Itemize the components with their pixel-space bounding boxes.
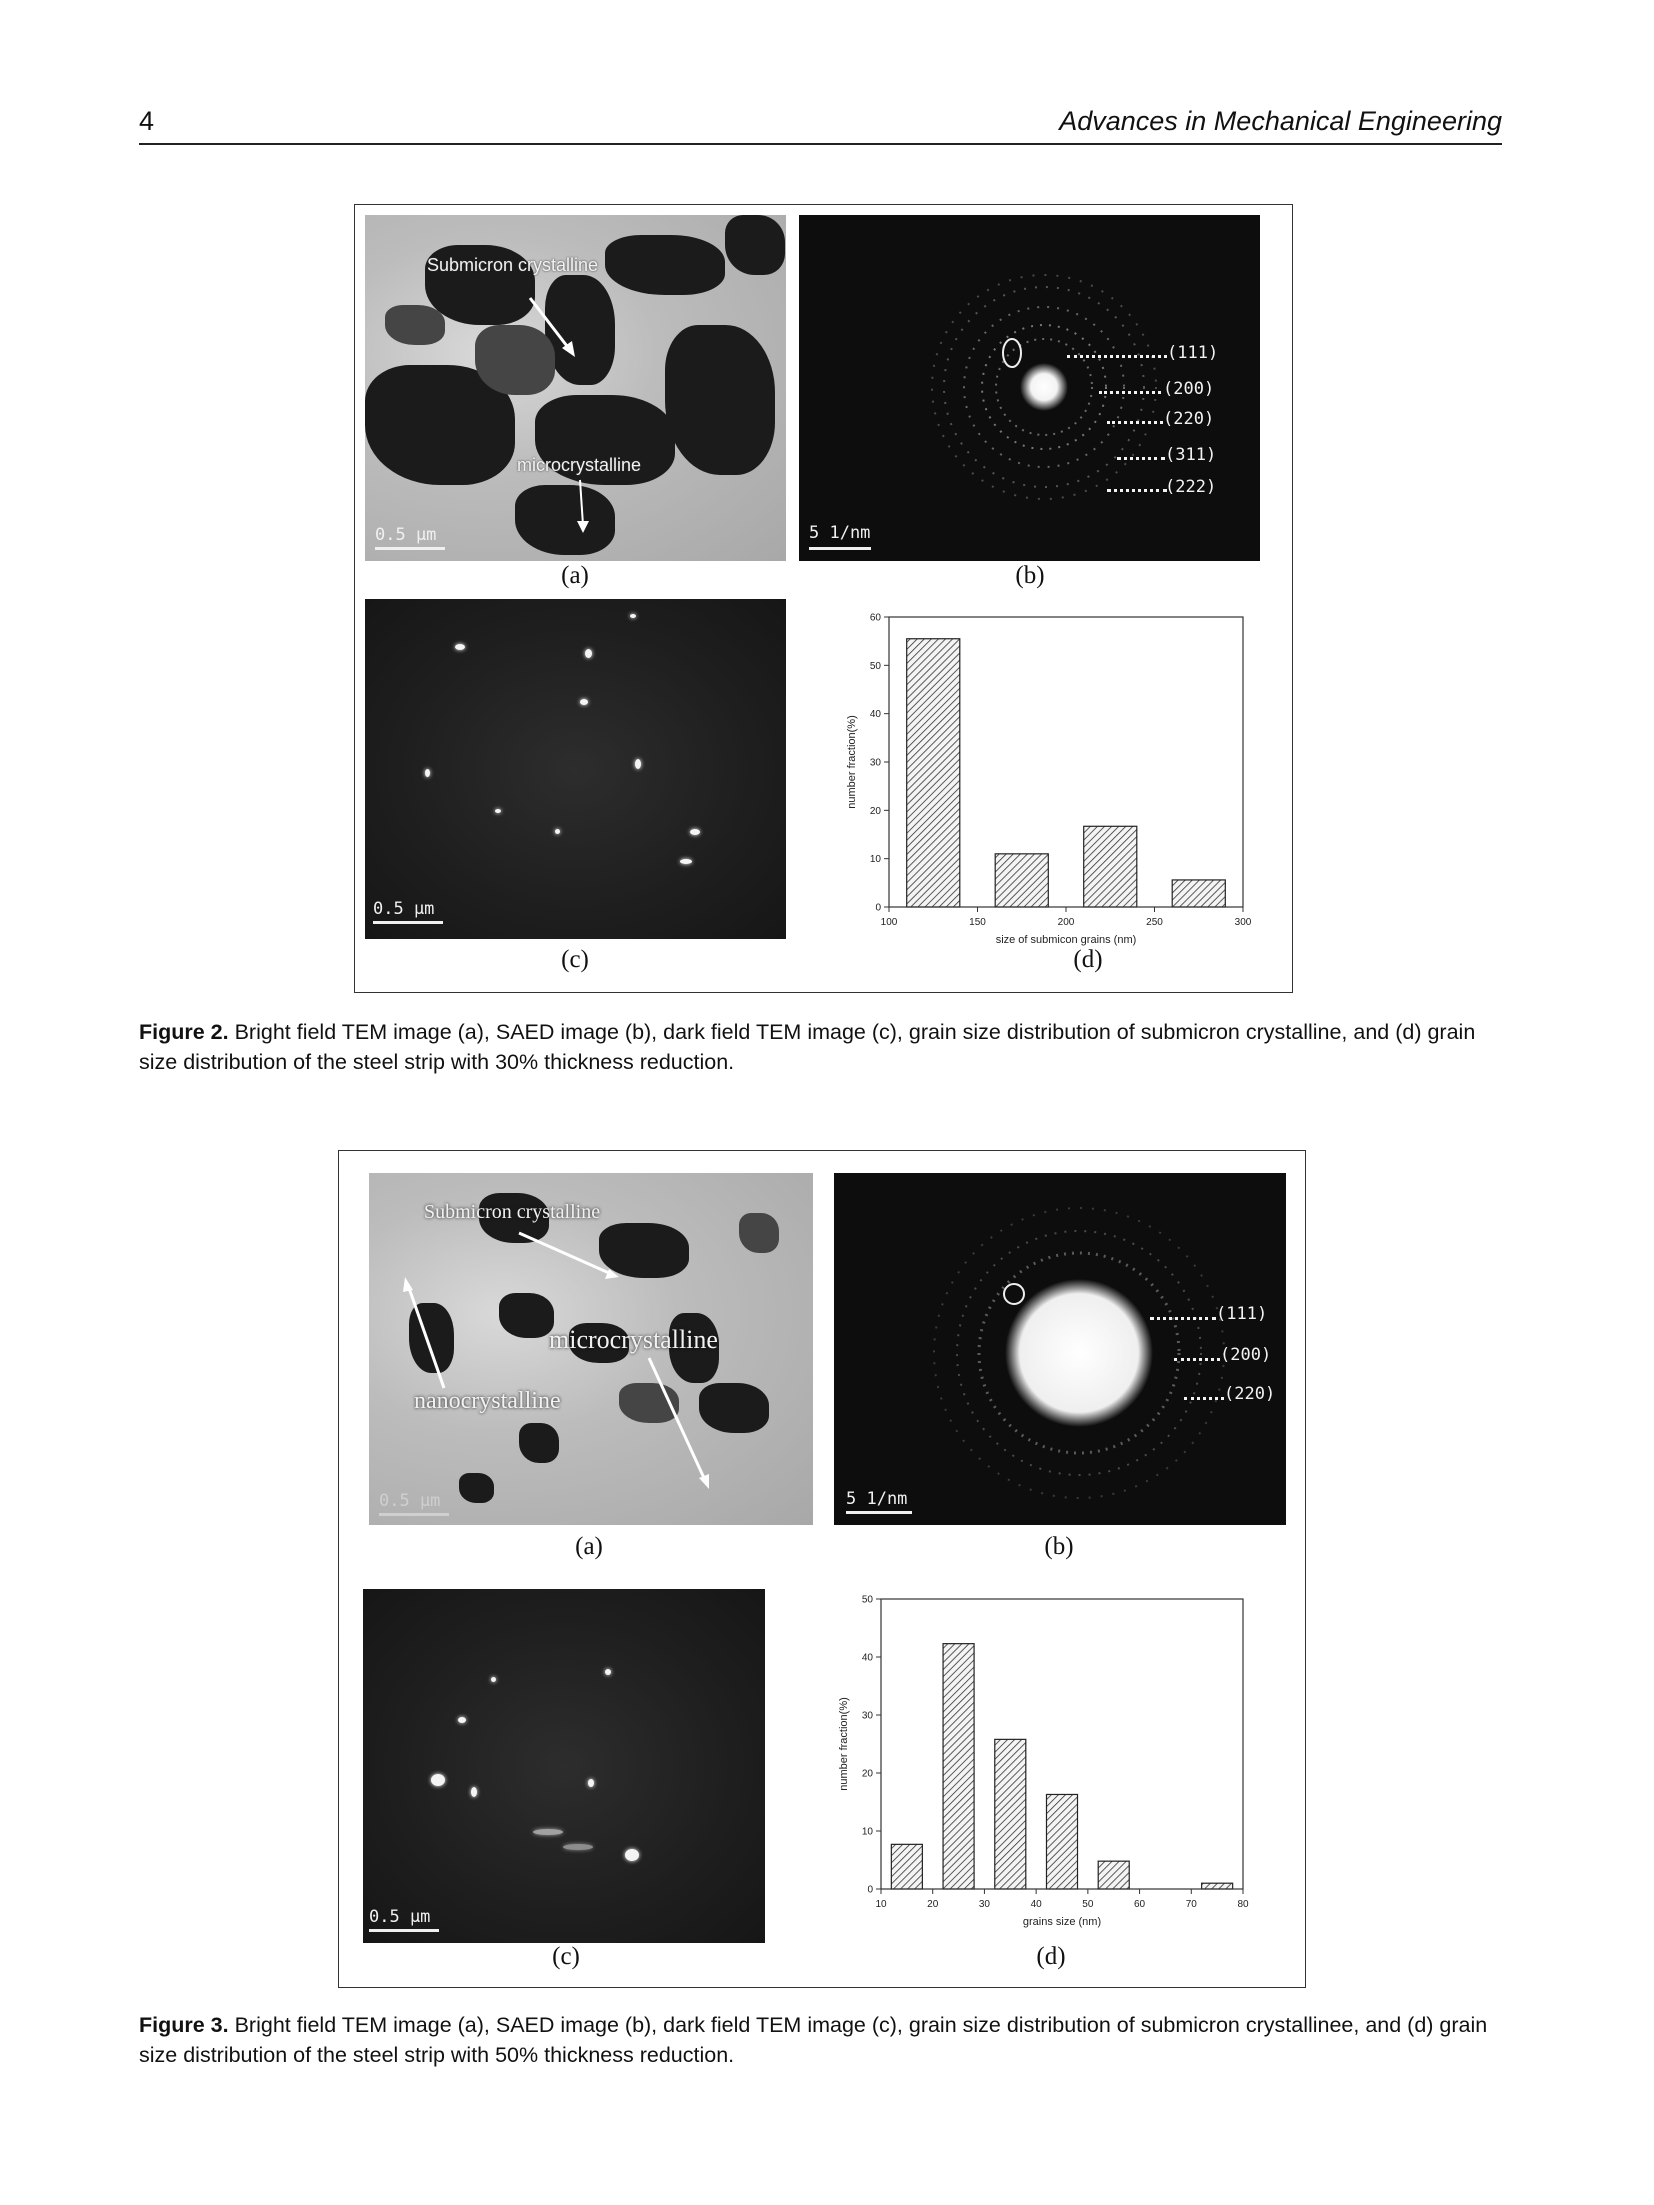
fig3-ring-111: (111) [1216, 1304, 1268, 1324]
y-axis-label: number fraction(%) [846, 715, 858, 809]
y-tick-label: 60 [870, 613, 882, 624]
histogram-bar [1045, 1793, 1079, 1890]
fig2-panel-c-letter: (c) [561, 946, 589, 973]
figure-2-caption-text: Bright field TEM image (a), SAED image (… [139, 1020, 1476, 1074]
figure-3-caption-text: Bright field TEM image (a), SAED image (… [139, 2013, 1488, 2067]
fig3-label-microcrystalline: microcrystalline [549, 1325, 718, 1354]
fig2-saed-image: (111) (200) (220) (311) (222) 5 1/nm [799, 215, 1260, 561]
x-tick-label: 300 [1235, 917, 1252, 928]
y-tick-label: 20 [862, 1769, 874, 1780]
x-tick-label: 30 [979, 1899, 991, 1910]
journal-name: Advances in Mechanical Engineering [1059, 106, 1502, 136]
y-tick-label: 40 [862, 1653, 874, 1664]
histogram-bar [1083, 825, 1138, 908]
fig3-bright-field-image: Submicron crystalline microcrystalline n… [369, 1173, 813, 1525]
fig2-annotation-arrows [528, 297, 589, 533]
fig2b-scale-label: 5 1/nm [809, 523, 871, 543]
figure-3: Submicron crystalline microcrystalline n… [338, 1150, 1306, 1988]
fig2-ring-311: (311) [1165, 445, 1217, 465]
x-tick-label: 60 [1134, 1899, 1146, 1910]
figure-2-caption-label: Figure 2. [139, 1020, 229, 1044]
fig3-annotation-arrows [403, 1231, 709, 1489]
x-axis-label: size of submicon grains (nm) [996, 934, 1137, 946]
y-tick-label: 0 [867, 1885, 873, 1896]
y-tick-label: 0 [875, 903, 881, 914]
x-tick-label: 50 [1082, 1899, 1094, 1910]
fig2-panel-d-letter: (d) [1073, 946, 1103, 973]
histogram-bar [994, 1738, 1027, 1890]
histogram-bar [1201, 1882, 1234, 1890]
fig2a-scale-bar [375, 547, 445, 550]
figure-3-caption: Figure 3. Bright field TEM image (a), SA… [139, 2010, 1509, 2070]
x-tick-label: 200 [1058, 917, 1075, 928]
figure-2-caption: Figure 2. Bright field TEM image (a), SA… [139, 1017, 1509, 1077]
figure-3-caption-label: Figure 3. [139, 2013, 229, 2037]
fig3-panel-b-letter: (b) [1044, 1533, 1074, 1560]
fig2-label-submicron: Submicron crystalline [427, 255, 599, 275]
histogram-bar [906, 638, 961, 908]
y-tick-label: 30 [862, 1711, 874, 1722]
histogram-bar [890, 1843, 923, 1890]
x-axis-label: grains size (nm) [1023, 1916, 1101, 1928]
histogram-bar [1097, 1860, 1130, 1890]
x-tick-label: 10 [875, 1899, 887, 1910]
x-tick-label: 250 [1146, 917, 1163, 928]
fig2-ring-111: (111) [1167, 343, 1219, 363]
y-tick-label: 20 [870, 806, 882, 817]
fig2c-scale-bar [373, 921, 443, 924]
y-tick-label: 10 [862, 1827, 874, 1838]
fig3b-scale-label: 5 1/nm [846, 1489, 908, 1509]
fig3-label-nanocrystalline: nanocrystalline [414, 1388, 561, 1414]
page-number: 4 [139, 106, 155, 136]
fig2-saed-pattern [931, 274, 1157, 500]
fig2-grain-size-histogram: 100 150 200 250 300 0 10 20 30 40 50 60 size of subm… [846, 613, 1252, 947]
x-tick-label: 100 [881, 917, 898, 928]
fig3-panel-a-letter: (a) [575, 1533, 603, 1560]
fig3-panel-c-letter: (c) [552, 1943, 580, 1970]
histogram-bar [994, 853, 1049, 908]
y-axis-label: number fraction(%) [838, 1697, 850, 1791]
y-tick-label: 30 [870, 758, 882, 769]
y-tick-label: 10 [870, 854, 882, 865]
fig3c-scale-bar [369, 1929, 439, 1932]
fig2-ring-222: (222) [1165, 477, 1217, 497]
x-tick-label: 20 [927, 1899, 939, 1910]
fig2-bright-field-image: Submicron crystalline microcrystalline 0… [365, 215, 786, 561]
histogram-bar [1171, 879, 1226, 908]
fig3b-scale-bar [846, 1511, 912, 1514]
fig2-dark-field-image: 0.5 μm [365, 599, 786, 939]
fig2a-scale-label: 0.5 μm [375, 525, 437, 545]
fig2b-scale-bar [809, 547, 871, 550]
fig3a-scale-label: 0.5 μm [379, 1491, 441, 1511]
fig3-dark-field-image: 0.5 μm [363, 1589, 765, 1943]
fig3-ring-220: (220) [1224, 1384, 1276, 1404]
histogram-bar [942, 1643, 975, 1890]
fig2-label-microcrystalline: microcrystalline [517, 455, 642, 475]
fig2-panel-b-letter: (b) [1015, 562, 1045, 589]
fig2c-scale-label: 0.5 μm [373, 899, 435, 919]
y-tick-label: 50 [870, 661, 882, 672]
fig3-label-submicron: Submicron crystalline [424, 1201, 601, 1223]
x-tick-label: 40 [1031, 1899, 1043, 1910]
fig3-panel-d-letter: (d) [1036, 1943, 1066, 1970]
fig3c-scale-label: 0.5 μm [369, 1907, 431, 1927]
x-tick-label: 80 [1237, 1899, 1249, 1910]
y-tick-label: 50 [862, 1595, 874, 1606]
header-rule [139, 143, 1502, 145]
plot-frame [880, 1598, 1244, 1890]
fig2-panel-a-letter: (a) [561, 562, 589, 589]
fig3-saed-pattern [933, 1207, 1225, 1499]
fig3-saed-image: (111) (200) (220) 5 1/nm [834, 1173, 1286, 1525]
y-tick-label: 40 [870, 709, 882, 720]
fig2-ring-220: (220) [1163, 409, 1215, 429]
fig3a-scale-bar [379, 1513, 449, 1516]
x-tick-label: 150 [969, 917, 986, 928]
fig3-ring-200: (200) [1220, 1345, 1272, 1365]
fig2-ring-200: (200) [1163, 379, 1215, 399]
figure-2: Submicron crystalline microcrystalline 0… [354, 204, 1293, 993]
x-tick-label: 70 [1186, 1899, 1198, 1910]
